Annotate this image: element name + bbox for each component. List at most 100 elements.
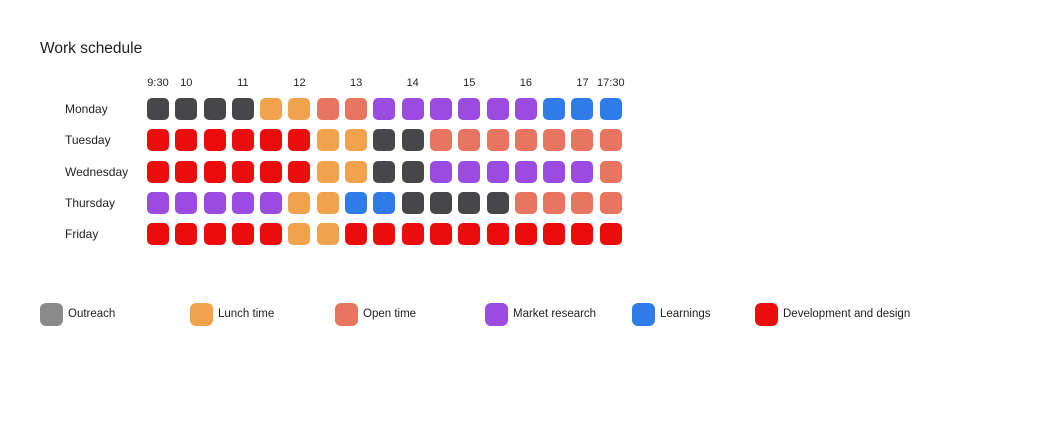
schedule-cell [486, 129, 509, 152]
schedule-cell [486, 98, 509, 120]
axis-tick-label: 12 [293, 77, 306, 89]
schedule-cell [373, 98, 396, 120]
schedule-cell [401, 129, 424, 152]
schedule-cell [429, 129, 452, 152]
schedule-cell [571, 160, 594, 183]
schedule-cell [203, 223, 226, 246]
schedule-cell [260, 98, 283, 120]
schedule-cell [231, 223, 254, 246]
schedule-cell [571, 98, 594, 120]
schedule-row [147, 98, 622, 120]
legend-swatch [40, 303, 63, 326]
legend-label: Outreach [68, 308, 116, 320]
schedule-cell [514, 129, 537, 152]
schedule-cell [147, 223, 169, 246]
schedule-cell [203, 129, 226, 152]
schedule-cell [401, 98, 424, 120]
schedule-cell [345, 129, 368, 152]
schedule-cell [599, 98, 622, 120]
legend-label: Lunch time [218, 308, 275, 320]
schedule-cell [316, 223, 339, 246]
schedule-cell [203, 191, 226, 214]
schedule-cell [345, 191, 368, 214]
schedule-cell [543, 129, 566, 152]
schedule-cell [316, 191, 339, 214]
schedule-cell [288, 129, 311, 152]
schedule-cell [514, 98, 537, 120]
schedule-cell [260, 160, 283, 183]
schedule-cell [147, 129, 169, 152]
schedule-cell [514, 223, 537, 246]
schedule-cell [288, 223, 311, 246]
schedule-cell [316, 160, 339, 183]
schedule-cell [316, 129, 339, 152]
axis-tick-label: 17 [576, 77, 589, 89]
schedule-cell [231, 191, 254, 214]
day-label: Friday [65, 227, 99, 242]
legend-swatch [190, 303, 213, 326]
schedule-cell [175, 191, 198, 214]
schedule-cell [543, 191, 566, 214]
legend-label: Learnings [660, 308, 711, 320]
schedule-cell [175, 223, 198, 246]
day-label: Monday [65, 102, 108, 116]
legend-label: Market research [513, 308, 597, 320]
schedule-cell [458, 160, 481, 183]
schedule-cell [316, 98, 339, 120]
legend-label: Open time [363, 308, 417, 320]
schedule-cell [147, 160, 169, 183]
schedule-cell [458, 191, 481, 214]
schedule-cell [401, 191, 424, 214]
schedule-cell [599, 223, 622, 246]
schedule-cell [260, 223, 283, 246]
schedule-cell [203, 160, 226, 183]
schedule-cell [486, 191, 509, 214]
schedule-cell [458, 129, 481, 152]
schedule-cell [486, 160, 509, 183]
axis-tick-label: 14 [406, 77, 419, 89]
schedule-cell [514, 191, 537, 214]
schedule-cell [458, 98, 481, 120]
axis-tick-label: 16 [519, 77, 533, 89]
schedule-row [147, 191, 622, 214]
schedule-cell [175, 98, 198, 120]
axis-tick-label: 11 [237, 77, 249, 89]
schedule-cell [288, 98, 311, 120]
schedule-cell [288, 160, 311, 183]
schedule-cell [345, 223, 368, 246]
schedule-cell [288, 191, 311, 214]
legend-swatch [335, 303, 358, 326]
schedule-cell [571, 129, 594, 152]
schedule-cell [231, 98, 254, 120]
schedule-cell [345, 160, 368, 183]
schedule-cell [599, 129, 622, 152]
schedule-cell [373, 223, 396, 246]
schedule-cell [175, 160, 198, 183]
axis-tick-label: 15 [463, 77, 476, 89]
axis-tick-label: 9:30 [147, 77, 169, 89]
schedule-cell [429, 223, 452, 246]
schedule-cell [458, 223, 481, 246]
schedule-cell [373, 191, 396, 214]
schedule-cell [373, 160, 396, 183]
schedule-cell [429, 98, 452, 120]
schedule-cell [599, 160, 622, 183]
schedule-cell [260, 129, 283, 152]
schedule-cell [429, 191, 452, 214]
schedule-cell [203, 98, 226, 120]
legend-swatch [485, 303, 508, 326]
legend-label: Development and design [783, 308, 911, 320]
schedule-row [147, 129, 622, 152]
schedule-cell [486, 223, 509, 246]
schedule-cell [260, 191, 283, 214]
legend-swatch [755, 303, 778, 326]
schedule-row [147, 160, 622, 183]
schedule-cell [429, 160, 452, 183]
schedule-cell [571, 191, 594, 214]
day-label: Thursday [65, 195, 116, 210]
schedule-row [147, 223, 622, 246]
axis-tick-label: 10 [180, 77, 193, 89]
schedule-cell [147, 191, 169, 214]
schedule-cell [231, 129, 254, 152]
